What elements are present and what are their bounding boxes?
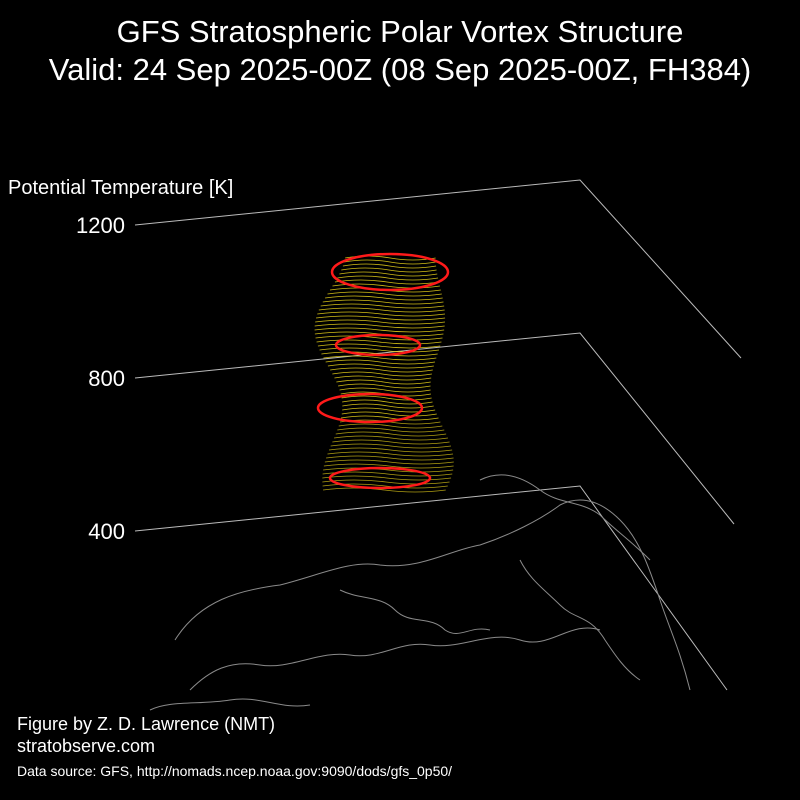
grid-plane (134, 179, 742, 359)
vortex-layer (327, 363, 434, 369)
vortex-layer (330, 367, 433, 373)
vortex-layer (337, 275, 439, 281)
chart-subtitle: Valid: 24 Sep 2025-00Z (08 Sep 2025-00Z,… (49, 52, 752, 87)
z-tick-label: 800 (88, 366, 125, 391)
vortex-layer (320, 303, 445, 309)
vortex-layer (315, 335, 443, 341)
vortex-layer (334, 279, 439, 285)
vortex-layer (322, 479, 450, 485)
coastline (479, 474, 651, 561)
vortex-layer (327, 291, 442, 297)
vortex-layer (318, 307, 445, 313)
data-source: Data source: GFS, http://nomads.ncep.noa… (17, 763, 452, 779)
vortex-layer (344, 259, 436, 265)
vortex-contour (316, 392, 424, 424)
vortex-layer (332, 371, 432, 377)
vortex-layer (314, 327, 445, 333)
vortex-layer (338, 423, 443, 429)
vortex-layer (334, 375, 432, 381)
vortex-layer (342, 403, 434, 409)
vortex-layer (323, 487, 446, 493)
vortex-layer (322, 475, 452, 481)
vortex-layer (323, 355, 437, 361)
vortex-layer (337, 427, 445, 433)
z-tick-label: 400 (88, 519, 125, 544)
vortex-layer (336, 379, 431, 385)
vortex-contour (328, 466, 432, 490)
website: stratobserve.com (17, 736, 155, 756)
vortex-layer (315, 315, 446, 321)
vortex-layer (330, 443, 452, 449)
coastline (189, 627, 601, 691)
vortex-layer (334, 435, 448, 441)
coastline (339, 589, 491, 635)
coastlines (149, 474, 691, 711)
vortex-layer (341, 411, 437, 417)
vortex-layer (316, 339, 442, 345)
z-tick-label: 1200 (76, 213, 125, 238)
vortex-layer (328, 447, 453, 453)
vortex-contour (334, 333, 422, 357)
vortex-layer (335, 431, 447, 437)
vortex-layer (325, 295, 443, 301)
vortex-layer (338, 383, 431, 389)
z-axis-label: Potential Temperature [K] (8, 177, 233, 199)
vortex-layer (339, 387, 431, 393)
grid-plane (134, 485, 728, 691)
vortex-layer (314, 323, 445, 329)
vortex-layer (339, 271, 438, 277)
vortex-layer (326, 455, 454, 461)
credit: Figure by Z. D. Lawrence (NMT) (17, 714, 275, 734)
vortex-layer (340, 415, 439, 421)
vortex-layer (324, 459, 454, 465)
vortex (314, 252, 454, 493)
coastline (174, 499, 691, 691)
vortex-layer (317, 311, 446, 317)
chart-title: GFS Stratospheric Polar Vortex Structure (117, 14, 684, 49)
vortex-contour (330, 252, 450, 292)
vortex-layer (342, 263, 437, 269)
vortex-layer (341, 267, 437, 273)
vortex-layer (323, 467, 454, 473)
coastline (149, 698, 311, 711)
coastline (519, 559, 641, 681)
vortex-layer (327, 451, 454, 457)
vortex-layer (323, 463, 454, 469)
vortex-layer (315, 319, 446, 325)
grid-plane (134, 332, 735, 525)
vortex-layer (332, 439, 450, 445)
vortex-layer (341, 395, 432, 401)
vortex-layer (322, 299, 444, 305)
vortex-layer (325, 359, 436, 365)
